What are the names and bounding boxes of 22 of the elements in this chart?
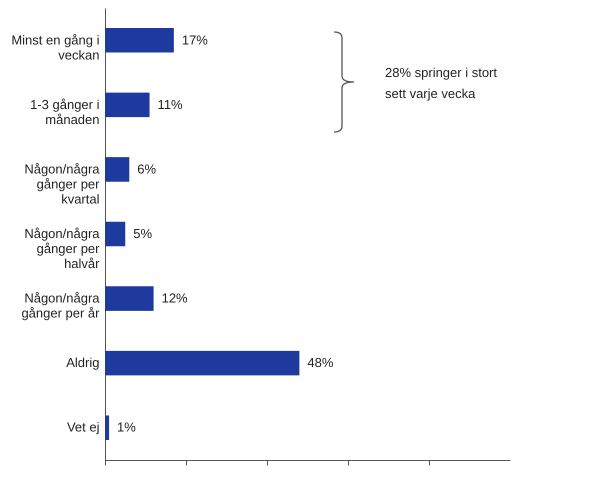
y-tick-label: Vet ej (66, 420, 100, 435)
bar (105, 415, 110, 440)
y-tick-label: Någon/några gånger per kvartal (24, 161, 100, 206)
data-label: 6% (137, 161, 157, 176)
y-tick-label: 1-3 gånger i månaden (30, 96, 100, 127)
annotation: 28% springer i stort sett varje vecka (385, 64, 498, 103)
data-label: 11% (158, 96, 184, 112)
bar (105, 222, 126, 246)
bar (105, 28, 174, 53)
y-tick-label: Aldrig (66, 355, 100, 370)
data-label: 1% (117, 420, 136, 435)
data-label: 12% (162, 290, 188, 306)
y-tick-label: Minst en gång i veckan (11, 32, 100, 62)
bar (105, 92, 150, 118)
bar (105, 286, 154, 311)
y-tick-label: Någon/några gånger per halvår (24, 226, 100, 271)
data-label: 48% (307, 355, 334, 370)
bar (105, 350, 300, 376)
y-tick-label: Någon/några gånger per år (21, 290, 100, 321)
data-label: 5% (133, 226, 152, 241)
bar (105, 157, 130, 182)
data-label: 17% (182, 32, 208, 48)
